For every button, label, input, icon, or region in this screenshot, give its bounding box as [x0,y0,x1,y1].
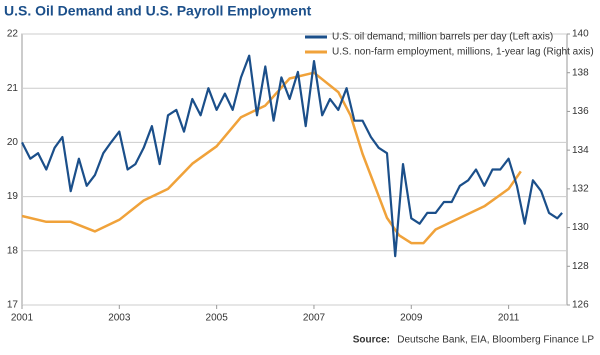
y2-tick-label: 136 [572,106,589,117]
y2-tick-label: 126 [572,300,589,311]
y2-tick-label: 138 [572,67,589,78]
y-tick-label: 22 [7,29,19,40]
plot-area [21,33,568,306]
series-line [21,54,563,258]
legend-label: U.S. oil demand, million barrels per day… [332,32,553,43]
y-tick-label: 20 [7,137,19,148]
y2-tick-label: 132 [572,183,589,194]
legend-label: U.S. non-farm employment, millions, 1-ye… [332,47,594,58]
series-line [21,71,522,245]
x-tick-label: 2011 [498,313,520,324]
y2-tick-label: 134 [572,145,589,156]
source-label: Source: [353,335,390,346]
chart-title: U.S. Oil Demand and U.S. Payroll Employm… [4,3,312,19]
x-tick-label: 2003 [108,313,131,324]
y-tick-label: 19 [7,191,19,202]
y-tick-label: 18 [7,245,19,256]
x-tick-label: 2005 [206,313,229,324]
x-tick-label: 2009 [400,313,423,324]
x-tick-label: 2007 [303,313,326,324]
y2-tick-label: 130 [572,222,589,233]
y-tick-label: 21 [7,83,19,94]
y2-tick-label: 128 [572,261,589,272]
y2-tick-label: 140 [572,29,589,40]
x-tick-label: 2001 [11,313,34,324]
y-tick-label: 17 [7,300,19,311]
source: Deutsche Bank, EIA, Bloomberg Finance LP [397,335,594,346]
